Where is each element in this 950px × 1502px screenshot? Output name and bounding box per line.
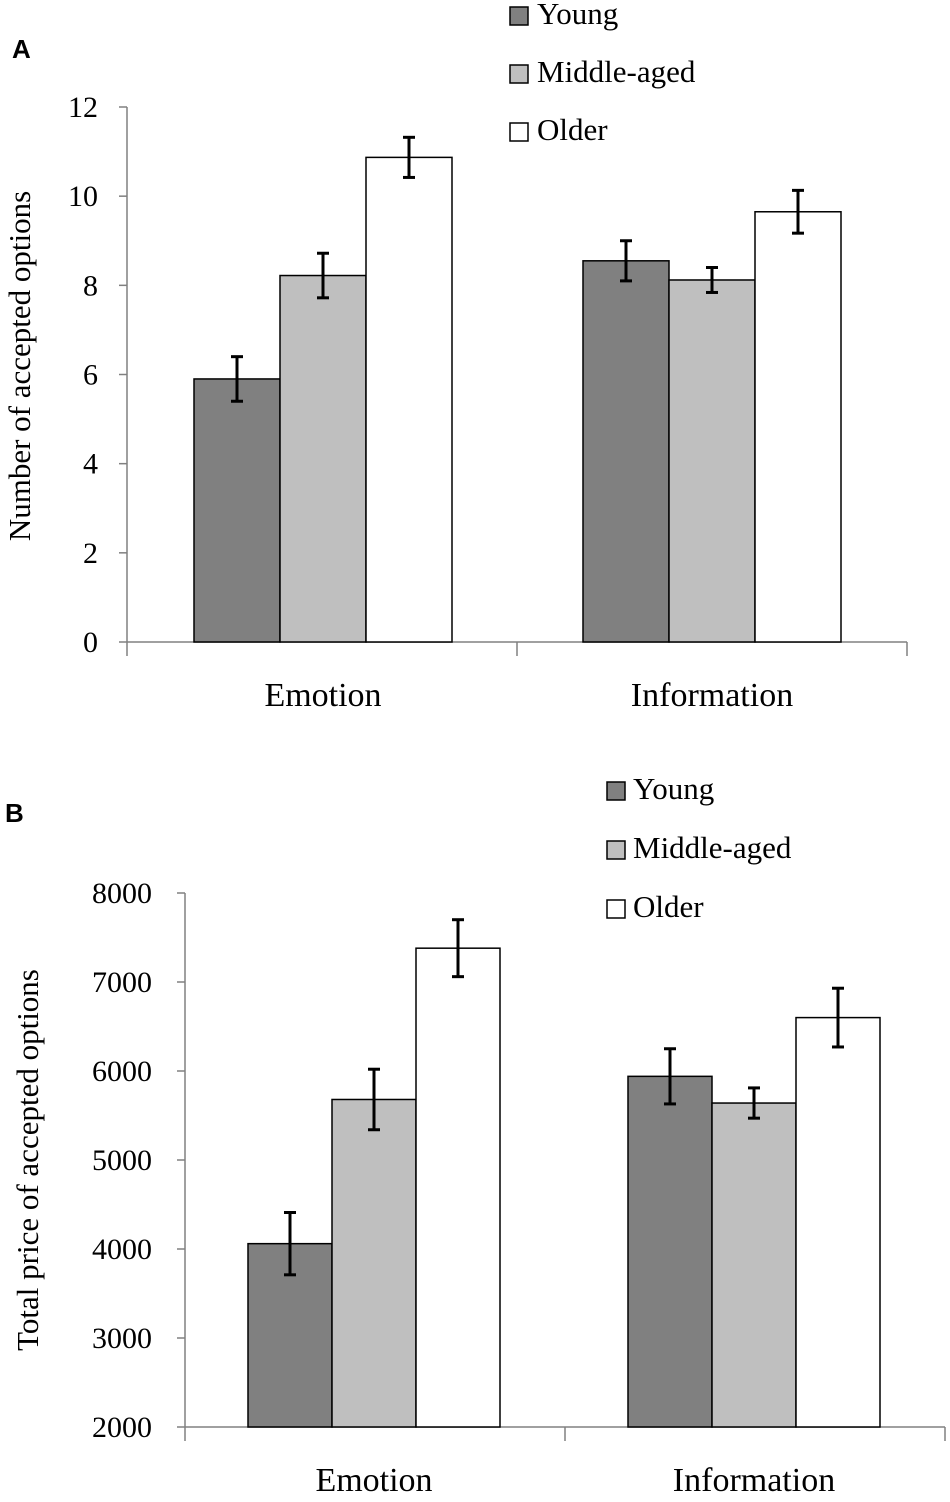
bar-older-emotion (415, 947, 501, 1428)
legend-label: Young (633, 771, 714, 806)
legend-label: Older (537, 112, 608, 147)
legend-swatch-middle-aged (509, 64, 529, 84)
legend: Young Middle-aged Older (509, 0, 696, 147)
y-axis-title: Total price of accepted options (10, 969, 45, 1351)
chart-panel-a: A 0 2 4 6 8 10 12 Number of accepted options Emot… (2, 0, 908, 714)
y-tick-label: 4000 (92, 1233, 152, 1266)
y-tick-label: 2000 (92, 1411, 152, 1444)
bar-older-emotion (365, 156, 453, 643)
bar-middle-aged-information (711, 1102, 797, 1428)
y-axis-title: Number of accepted options (2, 191, 37, 541)
y-tick-label: 4 (83, 448, 98, 481)
bar-young-emotion (193, 378, 281, 643)
y-tick-label: 0 (83, 626, 98, 659)
panel-label: B (5, 798, 24, 828)
y-tick-label: 7000 (92, 966, 152, 999)
legend: Young Middle-aged Older (606, 771, 792, 924)
category-label: Emotion (264, 677, 381, 714)
bar-older-information (795, 1016, 881, 1428)
category-label: Information (673, 1462, 835, 1497)
legend-swatch-middle-aged (606, 840, 626, 860)
y-tick-label: 6000 (92, 1055, 152, 1088)
legend-swatch-young (509, 6, 529, 26)
bar-young-information (627, 1075, 713, 1428)
y-tick-label: 10 (68, 180, 98, 213)
bar-older-information (754, 211, 842, 643)
bar-middle-aged-information (668, 279, 756, 643)
y-tick-label: 5000 (92, 1144, 152, 1177)
y-tick-label: 2 (83, 537, 98, 570)
legend-swatch-older (606, 899, 626, 919)
legend-swatch-young (606, 781, 626, 801)
bar-middle-aged-emotion (331, 1098, 417, 1428)
category-label: Information (631, 677, 793, 714)
y-tick-label: 6 (83, 359, 98, 392)
legend-label: Older (633, 889, 704, 924)
bar-young-information (582, 260, 670, 643)
category-label: Emotion (315, 1462, 432, 1497)
legend-label: Middle-aged (633, 830, 792, 865)
y-tick-label: 8 (83, 269, 98, 302)
chart-panel-b: B 2000 3000 4000 5000 6000 7000 8000 Total price… (5, 771, 946, 1499)
y-tick-label: 12 (68, 91, 98, 124)
panel-label: A (12, 34, 31, 64)
legend-label: Young (537, 0, 618, 31)
legend-label: Middle-aged (537, 54, 696, 89)
legend-swatch-older (509, 122, 529, 142)
y-tick-label: 3000 (92, 1322, 152, 1355)
y-tick-label: 8000 (92, 877, 152, 910)
bar-middle-aged-emotion (279, 274, 367, 643)
